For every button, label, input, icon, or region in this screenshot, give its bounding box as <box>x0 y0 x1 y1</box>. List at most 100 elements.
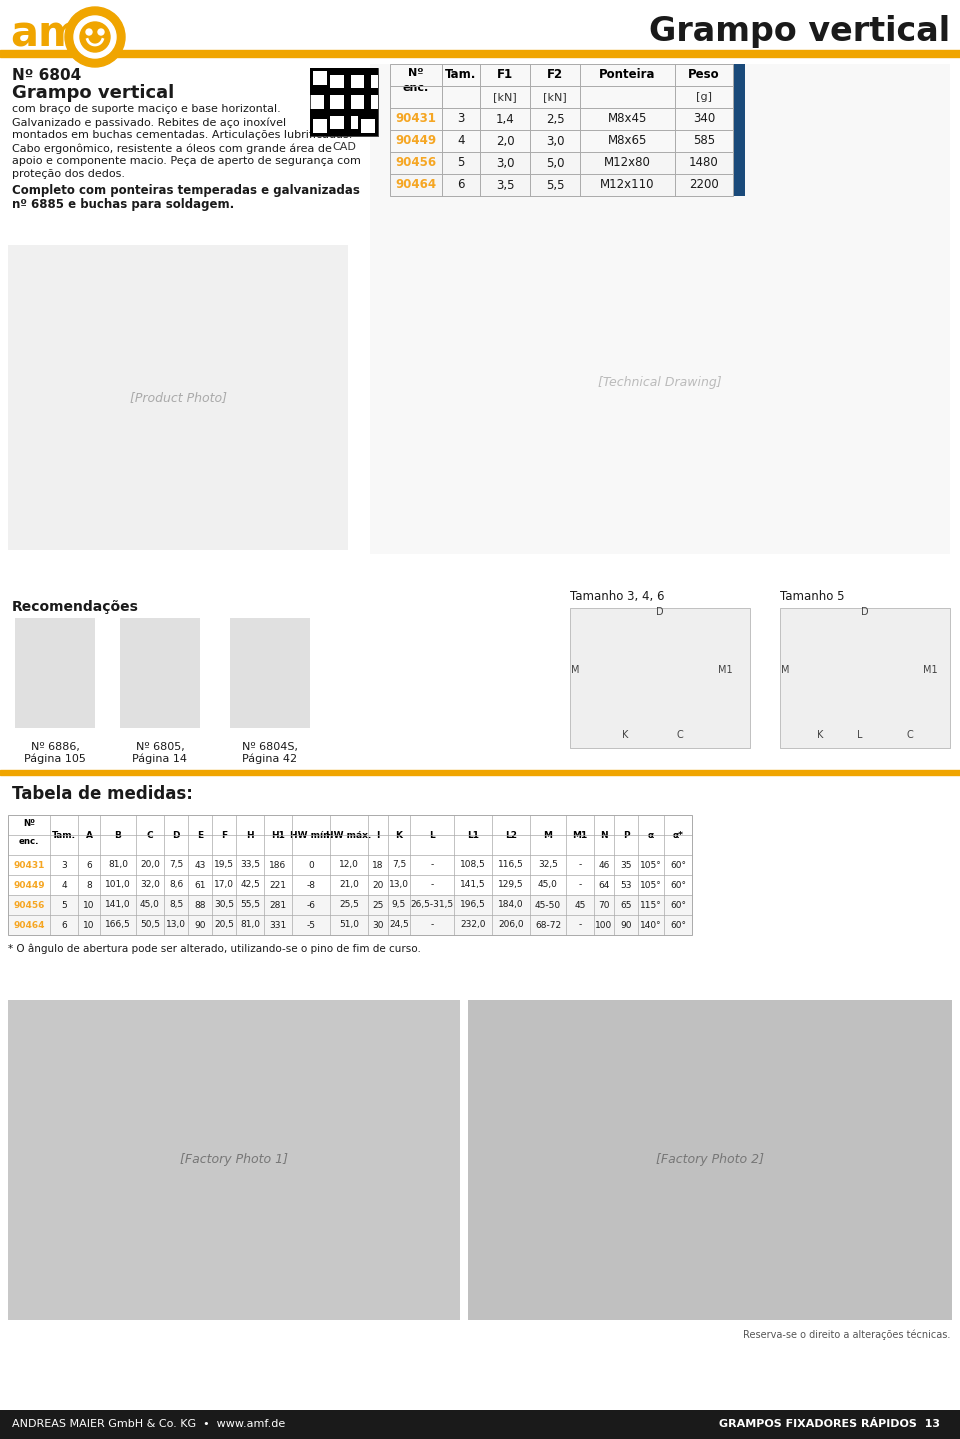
Text: 166,5: 166,5 <box>106 921 131 930</box>
Text: -: - <box>430 881 434 889</box>
Text: 3,5: 3,5 <box>495 178 515 191</box>
Text: 61: 61 <box>194 881 205 889</box>
Text: L: L <box>429 830 435 839</box>
Text: 105°: 105° <box>640 861 661 869</box>
Text: 64: 64 <box>598 881 610 889</box>
Bar <box>310 68 378 137</box>
Text: 90: 90 <box>620 921 632 930</box>
Text: Cabo ergonômico, resistente a óleos com grande área de: Cabo ergonômico, resistente a óleos com … <box>12 142 332 154</box>
Text: 90456: 90456 <box>396 157 437 170</box>
Text: enc.: enc. <box>19 836 39 846</box>
Text: 281: 281 <box>270 901 287 909</box>
Text: 141,5: 141,5 <box>460 881 486 889</box>
Text: apoio e componente macio. Peça de aperto de segurança com: apoio e componente macio. Peça de aperto… <box>12 155 361 165</box>
Text: M1: M1 <box>572 830 588 839</box>
Text: 1,4: 1,4 <box>495 112 515 125</box>
Text: Tamanho 3, 4, 6: Tamanho 3, 4, 6 <box>570 590 664 603</box>
Text: [kN]: [kN] <box>543 92 566 102</box>
Text: com braço de suporte maciço e base horizontal.: com braço de suporte maciço e base horiz… <box>12 104 280 114</box>
Bar <box>370 63 950 554</box>
Text: B: B <box>114 830 121 839</box>
Text: 45-50: 45-50 <box>535 901 561 909</box>
Text: 101,0: 101,0 <box>106 881 131 889</box>
Text: Página 42: Página 42 <box>243 754 298 764</box>
Bar <box>330 68 337 75</box>
Text: 90: 90 <box>194 921 205 930</box>
Text: -: - <box>578 861 582 869</box>
Text: 13,0: 13,0 <box>389 881 409 889</box>
Bar <box>324 102 330 109</box>
Text: 8,6: 8,6 <box>169 881 183 889</box>
Bar <box>344 122 350 130</box>
Text: 7,5: 7,5 <box>392 861 406 869</box>
Text: -: - <box>430 861 434 869</box>
Bar <box>357 68 365 75</box>
Text: F2: F2 <box>547 69 564 82</box>
Text: 33,5: 33,5 <box>240 861 260 869</box>
Text: 68-72: 68-72 <box>535 921 561 930</box>
Text: 4: 4 <box>61 881 67 889</box>
Bar <box>390 63 733 196</box>
Text: 90464: 90464 <box>396 178 437 191</box>
Text: 24,5: 24,5 <box>389 921 409 930</box>
Bar <box>337 68 344 75</box>
Text: 6: 6 <box>86 861 92 869</box>
Text: 20,5: 20,5 <box>214 921 234 930</box>
Text: E: E <box>197 830 204 839</box>
Bar <box>337 109 344 115</box>
Text: 3: 3 <box>61 861 67 869</box>
Text: 8: 8 <box>86 881 92 889</box>
Text: H1: H1 <box>271 830 285 839</box>
Text: 141,0: 141,0 <box>106 901 131 909</box>
Bar <box>330 130 337 137</box>
Bar <box>344 88 350 95</box>
Bar <box>0 50 960 58</box>
Bar <box>357 130 365 137</box>
Bar <box>313 119 327 132</box>
Text: 5,5: 5,5 <box>545 178 564 191</box>
Bar <box>15 617 95 728</box>
Text: nº 6885 e buchas para soldagem.: nº 6885 e buchas para soldagem. <box>12 199 234 212</box>
Text: 221: 221 <box>270 881 286 889</box>
Text: Grampo vertical: Grampo vertical <box>649 14 950 47</box>
Bar <box>313 72 327 85</box>
Bar <box>344 82 350 88</box>
Bar <box>390 153 733 196</box>
Bar <box>317 88 324 95</box>
Text: Peso: Peso <box>688 69 720 82</box>
Text: M8x65: M8x65 <box>608 134 647 148</box>
Bar <box>344 130 350 137</box>
Bar <box>468 1000 952 1320</box>
Text: 21,0: 21,0 <box>339 881 359 889</box>
Text: -5: -5 <box>306 921 316 930</box>
Bar <box>337 130 344 137</box>
Text: 65: 65 <box>620 901 632 909</box>
Bar <box>8 814 692 935</box>
Text: 2,5: 2,5 <box>545 112 564 125</box>
Text: 18: 18 <box>372 861 384 869</box>
Bar <box>361 119 374 132</box>
Text: C: C <box>147 830 154 839</box>
Bar <box>357 115 378 137</box>
Bar <box>365 68 372 75</box>
Text: Nº: Nº <box>23 819 35 829</box>
Text: 88: 88 <box>194 901 205 909</box>
Text: F: F <box>221 830 228 839</box>
Bar <box>372 109 378 115</box>
Bar <box>344 109 350 115</box>
Bar <box>365 115 372 122</box>
Text: 45,0: 45,0 <box>140 901 160 909</box>
Text: enc.: enc. <box>403 83 429 94</box>
Text: 32,0: 32,0 <box>140 881 160 889</box>
Text: 30,5: 30,5 <box>214 901 234 909</box>
Bar <box>365 102 372 109</box>
Bar <box>344 75 350 82</box>
Bar <box>330 88 337 95</box>
Text: 6: 6 <box>457 178 465 191</box>
Bar <box>733 63 745 196</box>
Text: 585: 585 <box>693 134 715 148</box>
Text: K: K <box>396 830 402 839</box>
Text: F1: F1 <box>497 69 513 82</box>
Bar <box>372 88 378 95</box>
Text: 9,5: 9,5 <box>392 901 406 909</box>
